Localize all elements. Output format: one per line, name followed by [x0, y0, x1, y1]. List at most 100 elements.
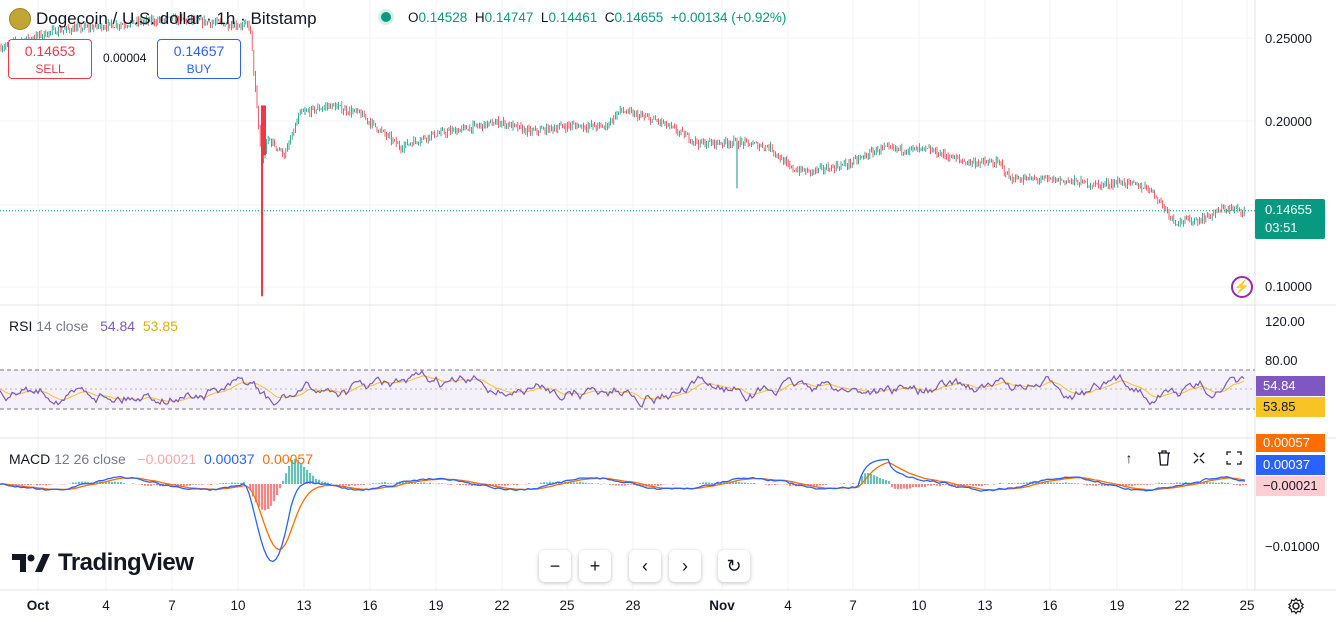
macd-histogram-bar — [348, 484, 351, 486]
bar-countdown: 03:51 — [1265, 220, 1298, 235]
macd-legend[interactable]: MACD 12 26 close −0.00021 0.00037 0.0005… — [9, 451, 313, 467]
macd-histogram-bar — [906, 484, 909, 489]
macd-histogram-bar — [912, 484, 915, 488]
price-axis-label: 0.25000 — [1265, 31, 1312, 46]
macd-histogram-bar — [891, 484, 894, 488]
maximize-icon — [1226, 451, 1242, 465]
macd-histogram-bar — [702, 482, 705, 484]
macd-histogram-bar — [285, 473, 288, 484]
macd-histogram-bar — [738, 481, 741, 484]
macd-histogram-bar — [1104, 484, 1107, 487]
time-axis-label: 19 — [428, 598, 444, 613]
sell-button[interactable]: 0.14653 SELL — [8, 39, 92, 79]
time-axis-label: 16 — [362, 598, 378, 613]
macd-histogram-bar — [24, 484, 27, 485]
macd-histogram-bar — [1224, 482, 1227, 484]
macd-histogram-bar — [723, 481, 726, 484]
scroll-left-button[interactable]: ‹ — [629, 550, 661, 582]
zoom-in-button[interactable]: + — [579, 550, 611, 582]
macd-histogram-bar — [627, 484, 630, 485]
macd-histogram-bar — [942, 484, 945, 486]
tradingview-logo[interactable]: TradingView — [12, 549, 194, 577]
macd-histogram-bar — [876, 476, 879, 484]
macd-histogram-bar — [543, 482, 546, 484]
macd-histogram-bar — [930, 484, 933, 486]
macd-histogram-bar — [330, 483, 333, 484]
macd-histogram-bar — [900, 484, 903, 489]
macd-histogram-bar — [1194, 482, 1197, 484]
trash-icon — [1158, 450, 1170, 466]
macd-histogram-bar — [1065, 482, 1068, 484]
macd-histogram-bar — [987, 484, 990, 485]
macd-histogram-bar — [1098, 484, 1101, 486]
macd-histogram-bar — [852, 483, 855, 484]
macd-histogram-bar — [354, 484, 357, 486]
macd-histogram-bar — [1131, 484, 1134, 487]
macd-histogram-bar — [1047, 481, 1050, 484]
macd-histogram-bar — [786, 484, 789, 485]
macd-histogram-bar — [861, 475, 864, 484]
macd-histogram-bar — [651, 484, 654, 486]
macd-histogram-bar — [153, 484, 156, 486]
macd-histogram-bar — [450, 484, 453, 485]
time-axis-label: 13 — [977, 598, 993, 613]
macd-histogram-bar — [870, 473, 873, 484]
macd-histogram-bar — [549, 481, 552, 484]
brand-name: TradingView — [58, 549, 194, 576]
macd-histogram-bar — [438, 483, 441, 484]
settings-gear-icon[interactable] — [1287, 597, 1305, 615]
maximize-pane-button[interactable] — [1221, 445, 1247, 471]
macd-histogram-bar — [1086, 484, 1089, 486]
time-axis-label: 4 — [784, 598, 792, 613]
macd-line-tag: 0.00037 — [1256, 455, 1325, 475]
rsi-axis-label: 80.00 — [1265, 353, 1298, 368]
macd-histogram-bar — [753, 482, 756, 484]
reset-chart-button[interactable]: ↻ — [718, 550, 750, 582]
macd-histogram-bar — [978, 484, 981, 486]
macd-histogram-bar — [177, 484, 180, 486]
macd-histogram-bar — [1020, 483, 1023, 484]
macd-histogram-bar — [774, 484, 777, 486]
macd-histogram-bar — [147, 484, 150, 486]
collapse-pane-button[interactable] — [1186, 445, 1212, 471]
macd-histogram-bar — [1050, 482, 1053, 484]
macd-histogram-bar — [39, 484, 42, 486]
macd-histogram-bar — [1122, 484, 1125, 487]
macd-histogram-bar — [546, 482, 549, 484]
macd-histogram-bar — [384, 481, 387, 484]
macd-histogram-bar — [1212, 482, 1215, 484]
price-axis-label: 0.20000 — [1265, 114, 1312, 129]
macd-signal-line — [0, 461, 1246, 551]
macd-histogram-bar — [357, 484, 360, 486]
macd-histogram-bar — [189, 484, 192, 486]
macd-histogram-bar — [225, 482, 228, 484]
rsi-legend[interactable]: RSI 14 close 54.84 53.85 — [9, 318, 178, 334]
last-price-tag: 0.14655 03:51 — [1255, 199, 1325, 239]
macd-histogram-bar — [660, 484, 663, 486]
scroll-right-button[interactable]: › — [669, 550, 701, 582]
macd-histogram-bar — [195, 484, 198, 485]
macd-histogram-bar — [1236, 484, 1239, 486]
delete-pane-button[interactable] — [1151, 445, 1177, 471]
macd-histogram-bar — [1053, 482, 1056, 484]
move-pane-up-button[interactable]: ↑ — [1125, 450, 1133, 466]
zoom-out-button[interactable]: − — [539, 550, 571, 582]
macd-histogram-bar — [711, 483, 714, 484]
macd-histogram-bar — [72, 482, 75, 484]
macd-histogram-bar — [1092, 484, 1095, 486]
macd-histogram-bar — [984, 484, 987, 486]
symbol-title[interactable]: Dogecoin / U.S. dollar · 1h · Bitstamp — [36, 9, 317, 28]
macd-histogram-bar — [654, 484, 657, 486]
buy-button[interactable]: 0.14657 BUY — [157, 39, 241, 79]
macd-histogram-bar — [1071, 483, 1074, 484]
macd-histogram-bar — [1185, 481, 1188, 484]
macd-axis-label: −0.01000 — [1265, 539, 1320, 554]
macd-histogram-bar — [816, 484, 819, 487]
macd-histogram-bar — [309, 472, 312, 484]
alert-lightning-icon[interactable]: ⚡ — [1231, 276, 1253, 298]
macd-histogram-bar — [1089, 484, 1092, 486]
macd-histogram-bar — [915, 484, 918, 488]
macd-histogram-bar — [1068, 482, 1071, 484]
macd-histogram-bar — [741, 482, 744, 484]
